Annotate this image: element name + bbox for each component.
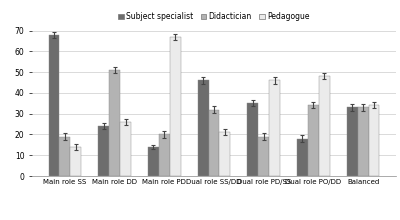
Legend: Subject specialist, Didactician, Pedagogue: Subject specialist, Didactician, Pedagog… (118, 12, 310, 21)
Bar (208, 110, 220, 176)
Bar (368, 105, 380, 176)
Bar (319, 76, 330, 176)
Bar (358, 107, 368, 176)
Bar (297, 139, 308, 176)
Bar (269, 81, 280, 176)
Bar (98, 126, 109, 176)
Bar (220, 132, 230, 176)
Bar (170, 37, 181, 176)
Bar (198, 81, 208, 176)
Bar (159, 134, 170, 176)
Bar (247, 103, 258, 176)
Bar (120, 122, 131, 176)
Bar (258, 137, 269, 176)
Bar (109, 70, 120, 176)
Bar (48, 35, 60, 176)
Bar (70, 147, 81, 176)
Bar (60, 137, 70, 176)
Bar (308, 105, 319, 176)
Bar (347, 107, 358, 176)
Bar (148, 147, 159, 176)
